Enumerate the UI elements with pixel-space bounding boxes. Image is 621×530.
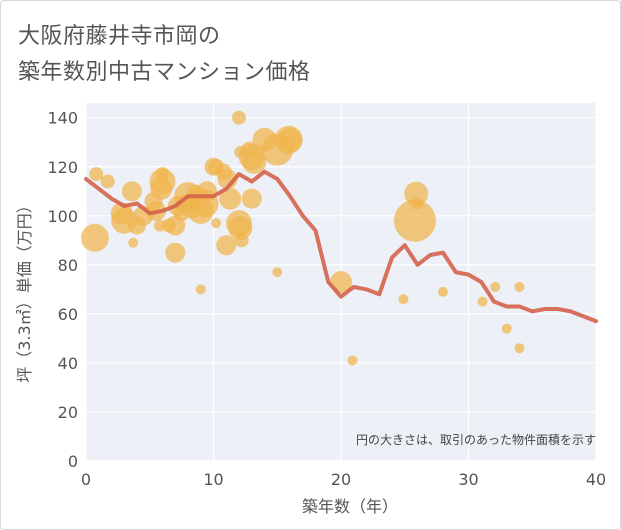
data-bubble <box>161 218 176 233</box>
data-bubble <box>219 187 242 210</box>
data-bubble <box>232 110 246 125</box>
x-axis-label: 築年数（年） <box>302 497 398 516</box>
y-tick-label: 20 <box>58 403 78 422</box>
data-bubble <box>89 167 104 182</box>
data-bubble <box>80 223 109 252</box>
trend-line <box>84 169 598 324</box>
data-bubble <box>186 184 205 203</box>
data-bubble <box>234 233 249 248</box>
data-bubble <box>393 199 436 242</box>
size-note: 円の大きさは、取引のあった物件面積を示す <box>356 432 596 447</box>
data-bubble <box>411 197 424 210</box>
chart-title-line2: 築年数別中古マンション価格 <box>18 60 311 85</box>
data-bubble <box>278 127 302 152</box>
data-bubble <box>514 343 525 354</box>
y-axis-ticks: 0 20 40 60 80 100 120 140 <box>47 109 78 471</box>
y-tick-label: 120 <box>47 158 78 177</box>
data-bubble <box>165 242 186 263</box>
data-bubble <box>514 281 525 292</box>
data-bubble <box>216 235 237 256</box>
data-bubble <box>211 218 222 229</box>
data-bubble <box>195 284 206 295</box>
data-bubble <box>347 355 358 366</box>
data-bubble <box>477 296 488 307</box>
x-tick-label: 30 <box>458 470 478 489</box>
data-bubble <box>155 167 170 182</box>
x-tick-label: 40 <box>586 470 606 489</box>
data-bubble <box>252 127 277 152</box>
data-bubble <box>241 188 262 209</box>
data-bubble <box>173 205 190 222</box>
x-axis-ticks: 0 10 20 30 40 <box>81 470 606 489</box>
y-tick-label: 80 <box>58 256 78 275</box>
data-bubble <box>490 281 501 292</box>
data-bubble <box>121 181 142 202</box>
x-tick-label: 20 <box>331 470 351 489</box>
y-tick-label: 140 <box>47 109 78 128</box>
y-axis-label: 坪（3.3㎡）単価（万円） <box>15 197 34 382</box>
grid-lines <box>85 103 597 462</box>
y-tick-label: 60 <box>58 305 78 324</box>
data-bubble <box>215 163 232 180</box>
data-bubble <box>404 181 429 206</box>
y-tick-label: 100 <box>47 207 78 226</box>
x-tick-label: 10 <box>203 470 223 489</box>
data-bubble <box>128 237 139 248</box>
chart-title-line1: 大阪府藤井寺市岡の <box>18 24 221 49</box>
data-bubble <box>110 202 133 225</box>
data-bubble <box>100 174 115 189</box>
x-tick-label: 0 <box>81 470 91 489</box>
data-bubble <box>398 294 409 305</box>
data-bubble <box>438 286 448 297</box>
y-tick-label: 40 <box>58 354 78 373</box>
data-bubble <box>272 267 283 278</box>
data-bubble <box>153 219 166 232</box>
data-bubble <box>128 216 146 235</box>
data-bubble <box>234 146 247 159</box>
y-tick-label: 0 <box>68 452 78 471</box>
data-bubble <box>144 192 163 211</box>
data-bubble <box>228 216 253 241</box>
data-bubble <box>501 323 512 334</box>
